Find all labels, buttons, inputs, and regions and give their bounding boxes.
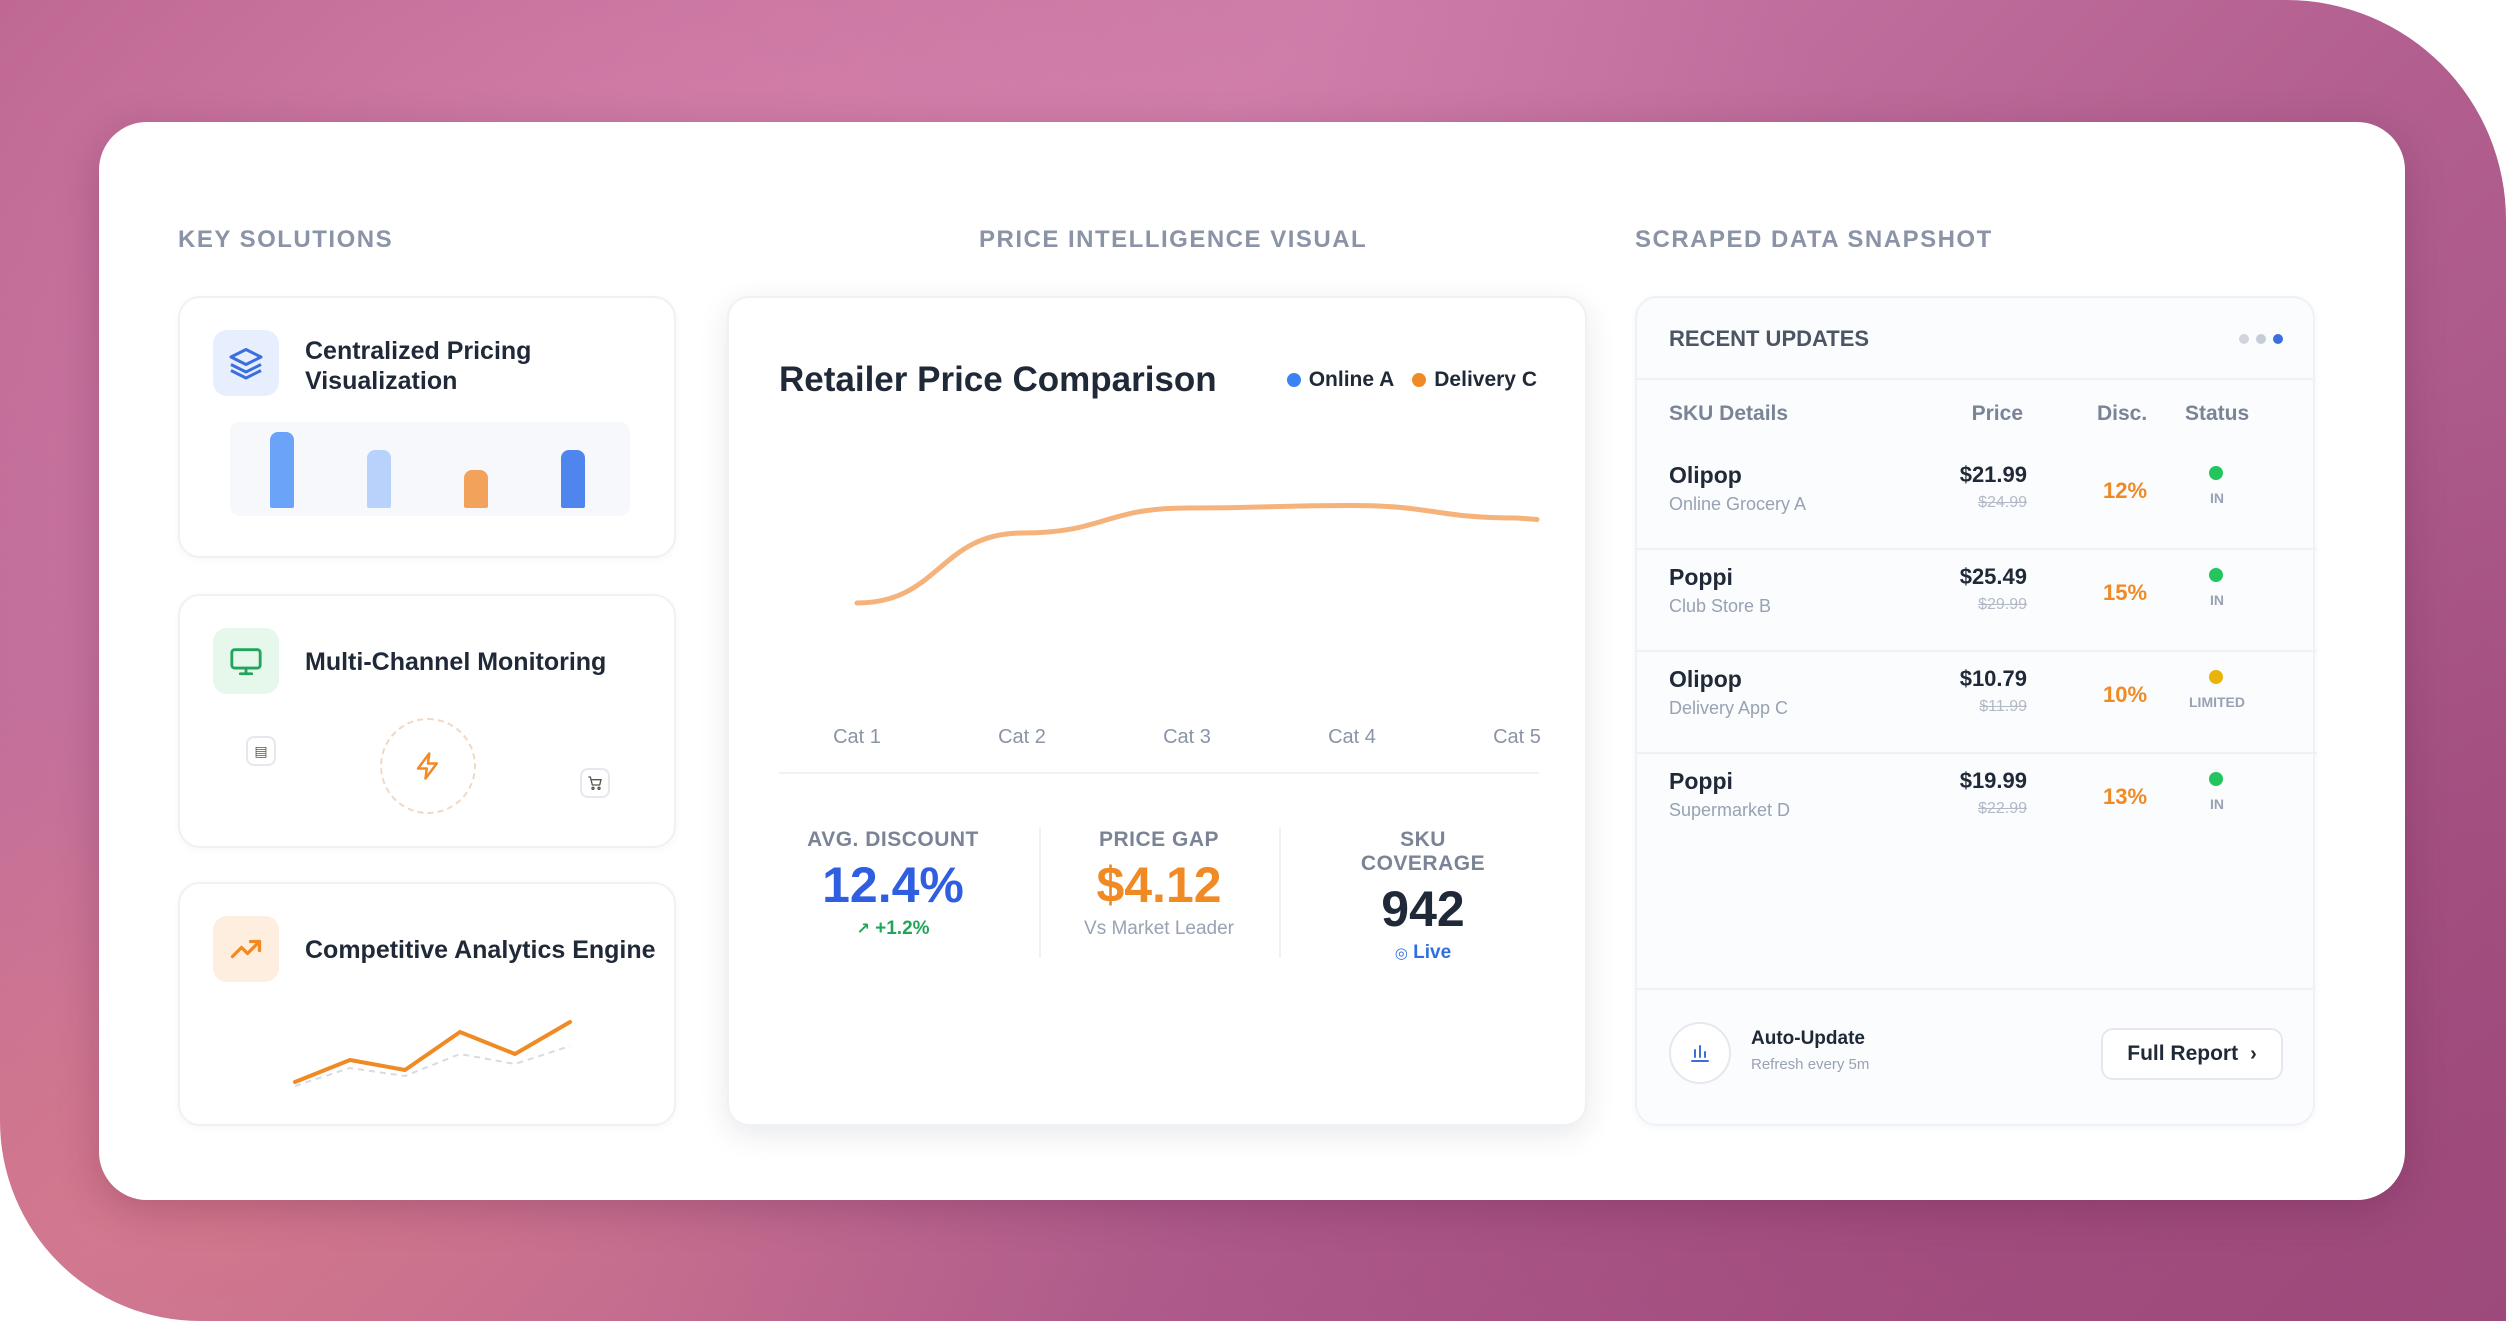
main-card: KEY SOLUTIONS PRICE INTELLIGENCE VISUAL … bbox=[99, 122, 2405, 1200]
solution-title: Competitive Analytics Engine bbox=[305, 936, 656, 964]
table-row[interactable]: Poppi Supermarket D $19.99 $22.99 13% IN bbox=[1669, 768, 2224, 820]
line-chart bbox=[854, 502, 1540, 606]
solution-title: Centralized Pricing Visualization bbox=[305, 337, 532, 395]
section-label-visual: PRICE INTELLIGENCE VISUAL bbox=[979, 226, 1368, 253]
chart-legend: Online A Delivery C bbox=[1286, 368, 1537, 392]
x-tick-label: Cat 2 bbox=[998, 726, 1046, 748]
hub-circle bbox=[380, 718, 476, 814]
series-line-0 bbox=[854, 502, 1540, 606]
legend-item: Delivery C bbox=[1412, 368, 1537, 392]
trending-up-icon bbox=[213, 916, 279, 982]
more-dots[interactable] bbox=[2239, 334, 2283, 344]
kpi-sku-coverage: SKU COVERAGE 942 ◎ Live bbox=[1360, 828, 1486, 963]
monitor-icon bbox=[213, 628, 279, 694]
auto-update-title: Auto-Update bbox=[1751, 1028, 1865, 1049]
solution-title: Multi-Channel Monitoring bbox=[305, 648, 607, 676]
price-comparison-chart-panel: Retailer Price Comparison Online A Deliv… bbox=[727, 296, 1587, 1126]
header-divider bbox=[1637, 378, 2313, 380]
live-icon: ◎ bbox=[1394, 945, 1408, 962]
auto-update-subtitle: Refresh every 5m bbox=[1751, 1056, 1870, 1073]
solution-card-centralized[interactable]: Centralized Pricing Visualization bbox=[178, 296, 676, 558]
cart-icon bbox=[580, 768, 610, 798]
mini-bar bbox=[270, 432, 294, 508]
table-row[interactable]: Olipop Online Grocery A $21.99 $24.99 12… bbox=[1637, 448, 2317, 550]
status-dot bbox=[2209, 466, 2223, 480]
store-icon: ▤ bbox=[246, 736, 276, 766]
legend-dot-blue bbox=[1286, 373, 1301, 387]
bar-chart-icon bbox=[1669, 1022, 1731, 1084]
solution-card-analytics[interactable]: Competitive Analytics Engine bbox=[178, 882, 676, 1126]
mini-bar bbox=[464, 470, 488, 508]
kpi-divider bbox=[1039, 828, 1041, 958]
footer-divider bbox=[1637, 988, 2313, 990]
recent-updates-header: RECENT UPDATES bbox=[1669, 326, 1870, 351]
chevron-right-icon: › bbox=[2250, 1042, 2257, 1065]
chart-title: Retailer Price Comparison bbox=[779, 360, 1217, 399]
col-status: Status bbox=[2185, 402, 2250, 425]
col-price: Price bbox=[1971, 402, 2023, 425]
trend-icon: ↗ bbox=[856, 921, 870, 938]
col-sku-details: SKU Details bbox=[1669, 402, 1789, 425]
status-dot bbox=[2209, 568, 2223, 582]
layers-icon bbox=[213, 330, 279, 396]
x-tick-label: Cat 5 bbox=[1493, 726, 1541, 748]
mini-bar-chart bbox=[230, 422, 630, 516]
legend-item: Online A bbox=[1286, 368, 1394, 392]
table-row[interactable]: Poppi Club Store B $25.49 $29.99 15% IN bbox=[1637, 550, 2317, 652]
status-dot bbox=[2209, 772, 2223, 786]
solution-card-multichannel[interactable]: Multi-Channel Monitoring ▤ bbox=[178, 594, 676, 848]
section-label-snapshot: SCRAPED DATA SNAPSHOT bbox=[1635, 226, 1993, 253]
mini-line-chart bbox=[293, 1020, 572, 1087]
mini-bar bbox=[367, 450, 391, 508]
table-row[interactable]: Olipop Delivery App C $10.79 $11.99 10% … bbox=[1637, 652, 2317, 754]
kpi-price-gap: PRICE GAP $4.12 Vs Market Leader bbox=[1084, 828, 1234, 939]
col-disc: Disc. bbox=[2097, 402, 2148, 425]
legend-dot-orange bbox=[1412, 373, 1427, 387]
snapshot-panel: RECENT UPDATES SKU Details Price Disc. S… bbox=[1635, 296, 2317, 1126]
x-tick-label: Cat 3 bbox=[1163, 726, 1211, 748]
x-tick-label: Cat 4 bbox=[1328, 726, 1376, 748]
chart-divider bbox=[779, 772, 1539, 774]
full-report-button[interactable]: Full Report › bbox=[2101, 1028, 2283, 1080]
section-label-key-solutions: KEY SOLUTIONS bbox=[178, 226, 394, 253]
kpi-avg-discount: AVG. DISCOUNT 12.4% ↗ +1.2% bbox=[807, 828, 979, 939]
lightning-icon bbox=[416, 752, 438, 780]
x-tick-label: Cat 1 bbox=[833, 726, 881, 748]
mini-bar bbox=[561, 450, 585, 508]
status-dot bbox=[2209, 670, 2223, 684]
kpi-divider bbox=[1279, 828, 1281, 958]
